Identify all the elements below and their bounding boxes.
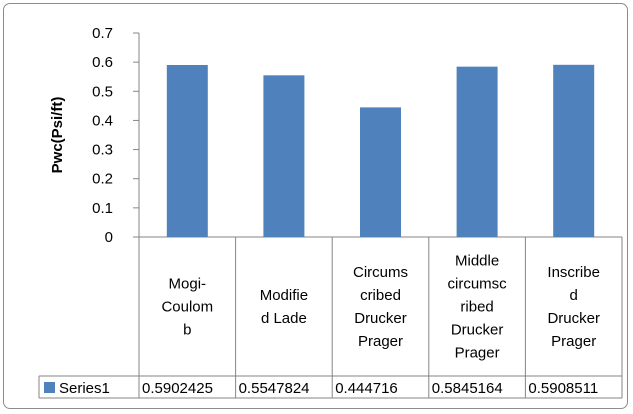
- bar: [456, 66, 498, 238]
- data-table-value: 0.444716: [335, 380, 398, 397]
- category-label: cribed: [360, 287, 401, 304]
- data-table-value: 0.5902425: [142, 380, 213, 397]
- category-label: Inscribe: [547, 264, 600, 281]
- data-table-value: 0.5908511: [528, 380, 598, 397]
- category-label: Mogi-: [169, 276, 207, 293]
- bar: [553, 64, 595, 237]
- y-tick-label: 0.3: [92, 142, 113, 159]
- chart-frame: [3, 3, 628, 409]
- bar: [263, 75, 305, 237]
- category-label: Middle: [455, 253, 499, 270]
- category-label: d Lade: [261, 310, 307, 327]
- y-axis-label: Pwc(Psi/ft): [49, 97, 66, 174]
- bar: [166, 64, 208, 237]
- y-tick-label: 0.5: [92, 83, 113, 100]
- y-tick-label: 0.7: [92, 25, 113, 42]
- category-label: Prager: [358, 333, 403, 350]
- category-label: b: [183, 322, 191, 339]
- y-tick-label: 0.2: [92, 171, 113, 188]
- category-label: Modifie: [260, 287, 308, 304]
- category-label: ribed: [460, 299, 493, 316]
- y-tick-label: 0: [105, 229, 113, 246]
- category-label: Drucker: [354, 310, 407, 327]
- category-label: Prager: [551, 333, 596, 350]
- category-label: circumsc: [448, 276, 508, 293]
- legend-label: Series1: [59, 380, 110, 397]
- bar: [360, 107, 401, 237]
- y-tick-label: 0.4: [92, 112, 113, 129]
- legend-swatch: [44, 382, 55, 393]
- category-label: Prager: [455, 345, 500, 362]
- category-label: Circums: [353, 264, 408, 281]
- data-table-value: 0.5845164: [432, 380, 503, 397]
- category-label: Drucker: [547, 310, 600, 327]
- y-tick-label: 0.1: [92, 200, 113, 217]
- category-label: Coulom: [161, 299, 213, 316]
- category-label: d: [570, 287, 578, 304]
- data-table-value: 0.5547824: [239, 380, 310, 397]
- category-label: Drucker: [451, 322, 504, 339]
- y-tick-label: 0.6: [92, 54, 113, 71]
